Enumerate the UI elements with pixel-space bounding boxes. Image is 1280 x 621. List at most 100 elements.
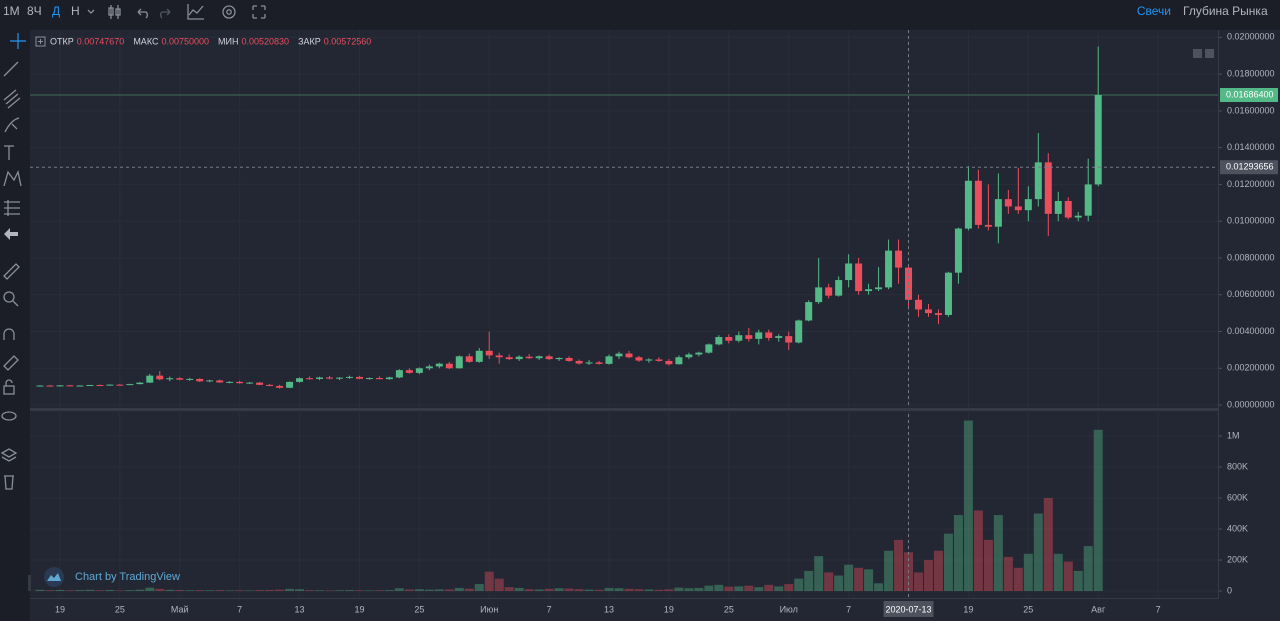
pane-move-down[interactable]	[1193, 49, 1202, 58]
candle-body	[575, 360, 583, 364]
volume-bar	[993, 515, 1003, 592]
volume-bar	[1073, 570, 1083, 592]
indicators-button[interactable]	[187, 4, 204, 20]
view-tab[interactable]: Глубина Рынка	[1183, 4, 1268, 18]
pane-move-up[interactable]	[1205, 49, 1214, 58]
candle-body	[1054, 200, 1062, 214]
lock-tool[interactable]	[3, 385, 15, 395]
zoom-tool[interactable]	[3, 291, 15, 303]
interval-dropdown[interactable]	[87, 9, 95, 14]
volume-bar	[315, 590, 325, 592]
x-tick-label: 19	[55, 604, 65, 614]
draw-mode-tool[interactable]	[3, 355, 19, 371]
volume-bar	[125, 590, 135, 592]
brush-tool[interactable]	[4, 117, 20, 133]
visibility-tool[interactable]	[1, 411, 17, 421]
settings-button-center	[226, 9, 232, 15]
collapse-handle[interactable]	[28, 575, 31, 591]
redo-button[interactable]	[160, 8, 171, 19]
candle-body	[785, 336, 793, 343]
volume-bar	[1013, 567, 1023, 592]
candle-body	[485, 350, 493, 356]
settings-button[interactable]	[222, 5, 236, 19]
volume-bar	[1003, 556, 1013, 592]
trendline-tool[interactable]	[3, 61, 19, 77]
interval-button-active[interactable]: Д	[52, 4, 60, 18]
y-tick-label: 0.00800000	[1227, 252, 1275, 262]
candle-body	[725, 337, 733, 341]
volume-bar	[334, 590, 344, 592]
text-tool[interactable]	[4, 145, 14, 160]
volume-bar	[135, 589, 145, 592]
candle-body	[375, 378, 383, 380]
x-tick-label: 25	[1023, 604, 1033, 614]
watermark: Chart by TradingView	[44, 567, 180, 587]
candle-body	[405, 370, 413, 373]
volume-bar	[634, 589, 644, 592]
volume-bar	[75, 590, 85, 592]
view-tab-active[interactable]: Свечи	[1137, 4, 1171, 18]
candle-body	[385, 377, 393, 380]
candle-body	[395, 370, 403, 378]
candle-body	[835, 280, 843, 296]
candle-body	[845, 263, 853, 281]
candle-body	[196, 378, 204, 382]
interval-button[interactable]: 8Ч	[27, 4, 42, 18]
magnet-tool[interactable]	[3, 328, 15, 340]
prediction-tool[interactable]	[4, 200, 20, 216]
fullscreen-button[interactable]	[252, 5, 266, 19]
watermark-text[interactable]: Chart by TradingView	[75, 571, 180, 583]
legend-toggle[interactable]	[35, 36, 46, 47]
candle-body	[186, 378, 194, 380]
volume-bar	[644, 589, 654, 592]
interval-button[interactable]: Н	[71, 4, 80, 18]
candle-body	[795, 320, 803, 343]
x-tick-label: 19	[963, 604, 973, 614]
candle-body	[455, 356, 463, 369]
crosshair-tool[interactable]	[10, 33, 26, 49]
candle-body	[715, 337, 723, 345]
top-toolbar: 1М 8Ч Д Н Свечи Глубина Рынка	[3, 4, 1268, 20]
volume-bar	[594, 589, 604, 592]
volume-tick-label: 200K	[1227, 554, 1248, 564]
undo-button[interactable]	[137, 8, 148, 19]
delete-tool[interactable]	[4, 475, 14, 490]
candle-body	[655, 359, 663, 361]
x-tick-label: 13	[295, 604, 305, 614]
y-tick-label: 0.00000000	[1227, 399, 1275, 409]
volume-bar	[784, 584, 794, 592]
candle-body	[1004, 199, 1012, 207]
interval-button[interactable]: 1М	[3, 4, 20, 18]
ruler-tool[interactable]	[3, 263, 20, 280]
candle-body	[415, 368, 423, 373]
volume-bar	[424, 589, 434, 592]
candle-body	[685, 354, 693, 358]
volume-bar	[185, 590, 195, 592]
volume-bar	[854, 567, 864, 592]
y-tick-label: 0.01800000	[1227, 68, 1275, 78]
candle-body	[525, 356, 533, 359]
pattern-tool[interactable]	[3, 170, 22, 187]
candle-body	[875, 287, 883, 290]
x-tick-label: 19	[354, 604, 364, 614]
last-price-label: 0.01686400	[1226, 89, 1274, 99]
chart-type-button[interactable]	[108, 5, 121, 19]
candle-body	[425, 366, 433, 369]
volume-bar	[1093, 429, 1103, 592]
pitchfork-tool[interactable]	[3, 89, 21, 109]
candle-body	[535, 356, 543, 359]
candle-body	[96, 385, 104, 387]
candle-body	[236, 381, 244, 384]
candle-body	[465, 356, 473, 362]
candle-body	[615, 353, 623, 357]
candle-body	[445, 363, 453, 369]
candle-body	[964, 180, 972, 229]
icon-tool[interactable]	[4, 228, 18, 240]
legend-value: 0.00747670	[77, 36, 125, 46]
y-tick-label: 0.01400000	[1227, 142, 1275, 152]
volume-bar	[894, 539, 904, 592]
object-tree-tool[interactable]	[0, 448, 18, 462]
candle-body	[665, 360, 673, 365]
candle-body	[505, 357, 513, 360]
x-tick-label: 25	[115, 604, 125, 614]
